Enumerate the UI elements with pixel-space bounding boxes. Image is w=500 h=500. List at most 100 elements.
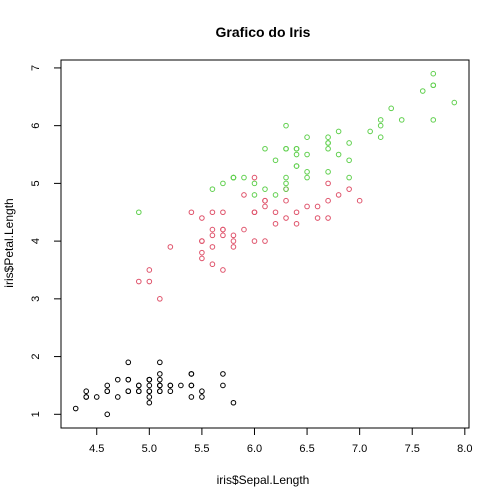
data-point: [389, 106, 394, 111]
data-point: [137, 210, 142, 215]
data-point: [263, 198, 268, 203]
data-point: [284, 198, 289, 203]
data-point: [294, 146, 299, 151]
y-tick-label: 7: [30, 65, 42, 71]
data-point: [347, 187, 352, 192]
data-point: [231, 245, 236, 250]
data-point: [210, 233, 215, 238]
data-point: [305, 135, 310, 140]
data-point: [294, 210, 299, 215]
data-point: [158, 360, 163, 365]
data-point: [158, 372, 163, 377]
data-point: [284, 146, 289, 151]
data-point: [420, 89, 425, 94]
chart-title: Grafico do Iris: [216, 24, 311, 40]
data-point: [210, 262, 215, 267]
y-tick-label: 6: [30, 123, 42, 129]
data-point: [115, 377, 120, 382]
data-point: [263, 204, 268, 209]
data-point: [305, 152, 310, 157]
y-axis-label: iris$Petal.Length: [2, 198, 16, 287]
data-point: [200, 389, 205, 394]
data-point: [210, 245, 215, 250]
data-point: [357, 198, 362, 203]
data-point: [221, 181, 226, 186]
data-point: [126, 360, 131, 365]
data-point: [158, 297, 163, 302]
data-point: [189, 395, 194, 400]
data-points: [73, 71, 456, 416]
data-point: [105, 383, 110, 388]
data-point: [294, 152, 299, 157]
data-point: [168, 383, 173, 388]
data-point: [431, 71, 436, 76]
x-tick-label: 6.5: [299, 443, 314, 455]
y-tick-label: 5: [30, 180, 42, 186]
data-point: [168, 389, 173, 394]
data-point: [263, 146, 268, 151]
data-point: [252, 239, 257, 244]
data-point: [105, 412, 110, 417]
data-point: [326, 141, 331, 146]
y-tick-label: 3: [30, 296, 42, 302]
data-point: [115, 395, 120, 400]
data-point: [158, 377, 163, 382]
x-tick-label: 8.0: [457, 443, 472, 455]
data-point: [147, 389, 152, 394]
data-point: [326, 198, 331, 203]
data-point: [378, 135, 383, 140]
data-point: [147, 395, 152, 400]
x-axis: 4.5 5.0 5.5 6.0 6.5 7.0 7.5 8.0: [89, 428, 472, 455]
data-point: [84, 395, 89, 400]
data-point: [305, 175, 310, 180]
data-point: [210, 227, 215, 232]
y-tick-label: 1: [30, 411, 42, 417]
y-tick-label: 2: [30, 354, 42, 360]
data-point: [284, 187, 289, 192]
y-tick-label: 4: [30, 238, 42, 244]
data-point: [147, 400, 152, 405]
data-point: [326, 135, 331, 140]
data-point: [315, 204, 320, 209]
data-point: [231, 239, 236, 244]
data-point: [378, 123, 383, 128]
data-point: [326, 170, 331, 175]
data-point: [158, 389, 163, 394]
data-point: [94, 395, 99, 400]
data-point: [105, 389, 110, 394]
data-point: [336, 193, 341, 198]
data-point: [189, 372, 194, 377]
data-point: [242, 227, 247, 232]
data-point: [179, 383, 184, 388]
data-point: [200, 239, 205, 244]
data-point: [252, 181, 257, 186]
data-point: [126, 389, 131, 394]
data-point: [252, 175, 257, 180]
x-tick-label: 7.5: [405, 443, 420, 455]
data-point: [73, 406, 78, 411]
data-point: [200, 256, 205, 261]
data-point: [294, 164, 299, 169]
x-tick-label: 5.5: [194, 443, 209, 455]
data-point: [452, 100, 457, 105]
data-point: [189, 210, 194, 215]
data-point: [200, 395, 205, 400]
data-point: [263, 187, 268, 192]
data-point: [242, 175, 247, 180]
data-point: [273, 221, 278, 226]
data-point: [147, 377, 152, 382]
data-point: [263, 239, 268, 244]
data-point: [284, 216, 289, 221]
data-point: [326, 181, 331, 186]
data-point: [336, 152, 341, 157]
data-point: [231, 175, 236, 180]
data-point: [326, 216, 331, 221]
data-point: [284, 123, 289, 128]
x-axis-label: iris$Sepal.Length: [217, 473, 310, 487]
data-point: [294, 221, 299, 226]
data-point: [158, 383, 163, 388]
data-point: [315, 216, 320, 221]
data-point: [284, 181, 289, 186]
data-point: [231, 233, 236, 238]
x-tick-label: 5.0: [142, 443, 157, 455]
